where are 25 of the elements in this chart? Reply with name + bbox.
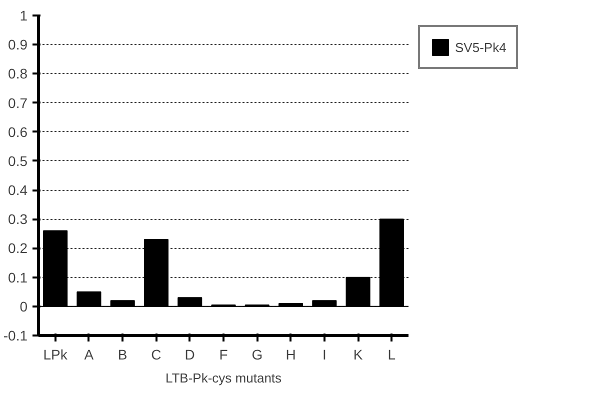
x-tick-label: D [184,346,195,362]
y-tick-label: 0.8 [8,66,28,82]
x-tick-label: B [118,346,128,362]
x-tick-label: A [84,346,94,362]
y-tick-label: 1 [20,8,28,24]
legend-label: SV5-Pk4 [455,40,506,54]
x-tick-label: F [219,346,228,362]
y-tick-label: 0.1 [8,269,28,286]
x-tick-label: K [353,346,364,362]
x-tick-label: H [286,346,296,362]
y-tick-label: 0.6 [8,124,28,140]
y-tick-label: 0.5 [8,152,28,169]
x-tick-label: G [252,346,263,362]
x-tick-label: C [151,346,162,362]
y-tick-label: 0.7 [8,94,28,111]
x-tick-label: L [388,346,396,362]
y-tick-label: -0.1 [3,328,28,344]
y-tick-label: 0.9 [8,36,28,53]
x-axis-title: LTB-Pk-cys mutants [165,370,282,386]
y-tick-label: 0.4 [8,182,28,198]
y-tick-label: 0.3 [8,211,28,228]
x-tick-label: LPk [43,346,68,362]
y-tick-label: 0.2 [8,240,28,256]
x-tick-label: I [322,346,326,362]
y-tick-label: 0 [20,298,28,314]
